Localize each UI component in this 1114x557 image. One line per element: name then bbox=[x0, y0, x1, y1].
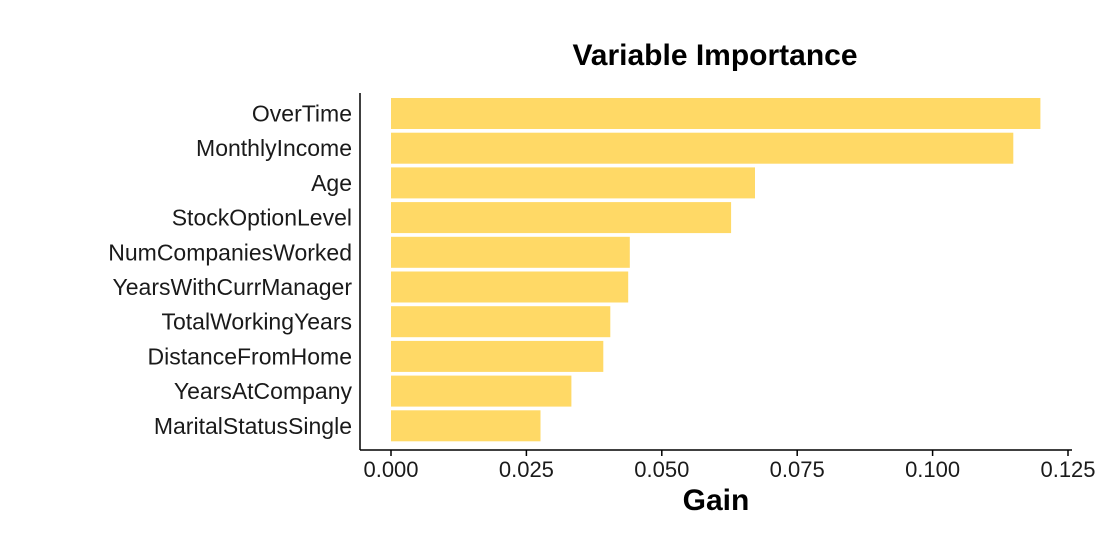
bar-age bbox=[391, 167, 755, 199]
bar-overtime bbox=[391, 98, 1041, 129]
x-tick-label: 0.075 bbox=[770, 457, 825, 482]
y-tick-label: NumCompaniesWorked bbox=[108, 239, 352, 265]
y-tick-label: OverTime bbox=[252, 101, 352, 127]
bar-totalworkingyears bbox=[391, 306, 611, 338]
x-tick-label: 0.125 bbox=[1040, 457, 1095, 482]
bar-monthlyincome bbox=[391, 132, 1014, 164]
y-tick-label: YearsAtCompany bbox=[174, 378, 353, 404]
x-tick-label: 0.025 bbox=[499, 457, 554, 482]
y-tick-label: Age bbox=[311, 170, 352, 196]
x-tick-label: 0.050 bbox=[634, 457, 689, 482]
y-tick-label: DistanceFromHome bbox=[148, 343, 353, 369]
bar-maritalstatussingle bbox=[391, 410, 541, 442]
y-tick-label: YearsWithCurrManager bbox=[113, 274, 353, 300]
y-tick-label: MonthlyIncome bbox=[196, 135, 352, 161]
bar-distancefromhome bbox=[391, 340, 604, 372]
chart-title: Variable Importance bbox=[572, 39, 857, 72]
bar-numcompaniesworked bbox=[391, 236, 630, 268]
y-tick-labels: OverTime MonthlyIncome Age StockOptionLevel… bbox=[108, 101, 352, 439]
y-tick-label: TotalWorkingYears bbox=[162, 309, 353, 335]
y-tick-label: MaritalStatusSingle bbox=[154, 413, 352, 439]
bar-yearsatcompany bbox=[391, 375, 572, 407]
x-tick-labels: 0.000 0.025 0.050 0.075 0.100 0.125 bbox=[363, 450, 1096, 482]
x-tick-label: 0.000 bbox=[363, 457, 418, 482]
x-tick-label: 0.100 bbox=[905, 457, 960, 482]
bars-group bbox=[391, 98, 1041, 442]
y-tick-label: StockOptionLevel bbox=[172, 205, 352, 231]
bar-stockoptionlevel bbox=[391, 202, 732, 234]
x-axis-title: Gain bbox=[683, 484, 750, 517]
bar-yearswithcurrmanager bbox=[391, 271, 629, 303]
